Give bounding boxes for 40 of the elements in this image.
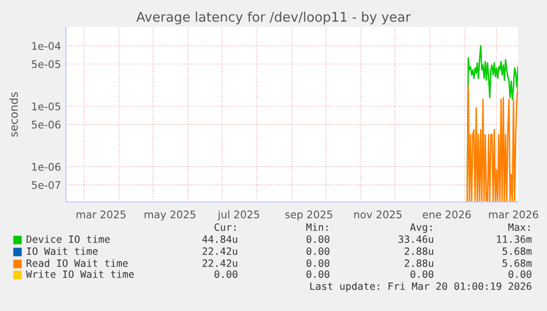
x-tick-label: may 2025 [144,210,196,220]
text: 33.46u [398,235,434,243]
x-tick-label: mar 2025 [76,210,126,218]
text: 0.00 [410,270,434,278]
text: 0.00 [508,270,532,278]
y-tick-label: 1e-05 [32,102,60,110]
x-tick-label: jul 2025 [218,210,260,220]
text: 5.68m [502,259,532,267]
y-tick-label: 5e-05 [32,60,60,68]
y-tick-label: 1e-04 [32,42,61,50]
chart-title: Average latency for /dev/loop11 - by year [136,12,411,24]
text: 44.84u [202,235,238,243]
text: Avg: [410,223,432,233]
text: 0.00 [214,270,238,278]
y-tick-label: 5e-07 [32,181,60,189]
text: 22.42u [202,247,238,255]
text: 0.00 [306,247,330,255]
text: 5.68m [502,247,532,255]
text: 0.00 [306,270,330,278]
text: Last update: Fri Mar 20 01:00:19 2026 [310,282,532,292]
x-tick-label: ene 2026 [422,210,471,218]
x-tick-label: sep 2025 [285,210,332,220]
text: 11.36m [497,235,532,243]
text: 0.00 [306,235,330,243]
text: 2.88u [404,259,434,267]
text: 2.88u [404,247,434,255]
legend-label: Read IO Wait time [26,259,128,267]
text: Max: [508,223,530,231]
x-tick-label: mar 2026 [489,210,538,218]
text: 22.42u [202,259,238,267]
x-tick-label: nov 2025 [354,210,402,218]
y-axis-title: seconds [9,92,18,137]
y-tick-label: 5e-06 [32,120,60,129]
y-tick-label: 1e-06 [32,162,60,171]
text: 0.00 [306,259,330,267]
legend-label: Write IO Wait time [26,270,134,278]
legend-label: Device IO time [26,235,110,243]
text: Cur: [214,223,236,231]
text: Min: [306,223,328,231]
legend-label: IO Wait time [26,247,98,255]
